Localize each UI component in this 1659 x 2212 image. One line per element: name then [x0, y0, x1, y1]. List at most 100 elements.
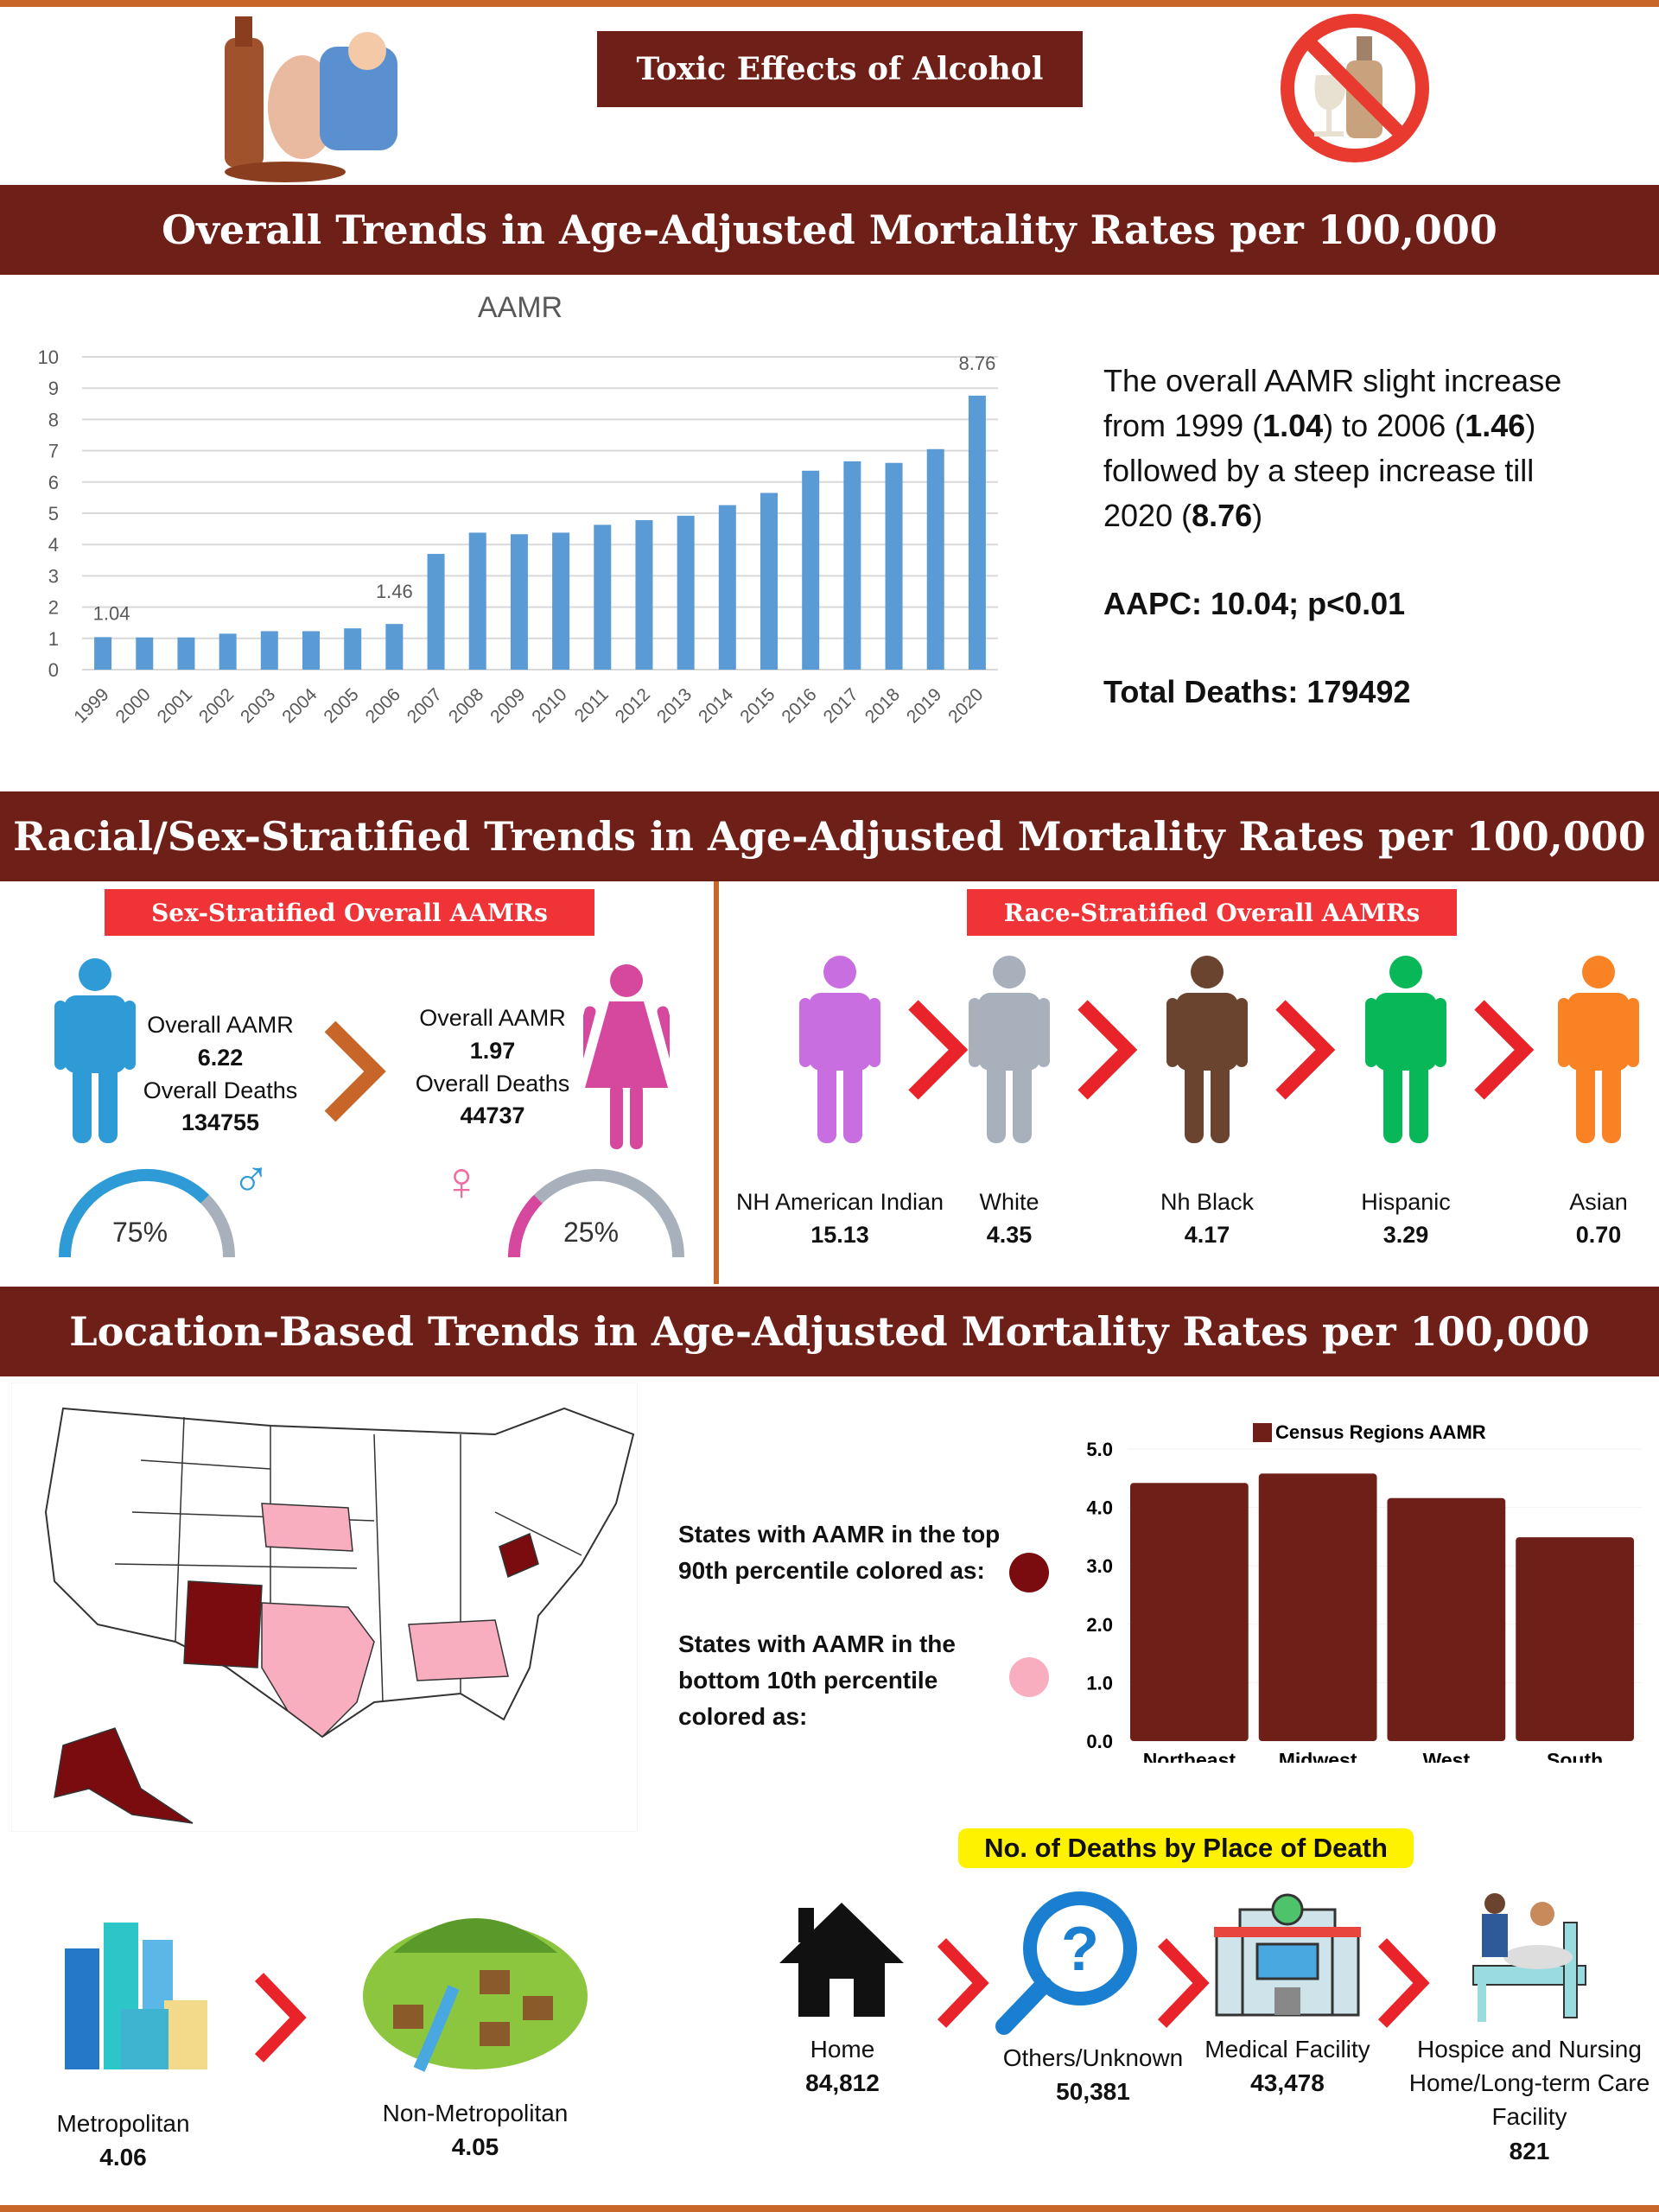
chevron-right-icon [254, 1973, 307, 2063]
bar-Northeast [1130, 1483, 1249, 1741]
label: Overall AAMR [147, 1012, 294, 1038]
x-tick-label: 2000 [112, 684, 155, 727]
person-part [799, 998, 811, 1067]
x-tick-label: 2015 [736, 684, 779, 727]
t: from 1999 ( [1103, 408, 1263, 443]
y-tick-label: 10 [38, 346, 59, 368]
bar-2008 [468, 532, 486, 670]
chevron-right-icon [908, 1000, 969, 1100]
label: Medical Facility [1205, 2036, 1370, 2063]
y-tick-label: 0.0 [1086, 1731, 1113, 1752]
person-part [987, 1058, 1006, 1143]
nonmetro-stat: Non-Metropolitan 4.05 [363, 2096, 588, 2164]
person-part [1185, 1058, 1204, 1143]
t: ) to 2006 ( [1323, 408, 1465, 443]
value-2020: 8.76 [1192, 498, 1253, 533]
y-tick-label: 4.0 [1086, 1497, 1113, 1519]
person-part [809, 993, 871, 1071]
bar-2014 [718, 505, 736, 670]
value: 43,478 [1250, 2069, 1325, 2097]
section-divider [714, 881, 719, 1284]
person-icon-0 [799, 956, 880, 1143]
hospice-bed-icon [1472, 1893, 1586, 2022]
bar-2002 [219, 633, 237, 670]
t: ) [1252, 498, 1263, 533]
race-stat: Hispanic 3.29 [1285, 1186, 1527, 1252]
y-tick-label: 6 [48, 472, 59, 493]
female-aamr: 1.97 [469, 1037, 516, 1064]
male-person-icon [54, 958, 136, 1143]
person-part [1434, 998, 1446, 1067]
metro-value: 4.06 [99, 2144, 147, 2171]
bar-1999 [94, 637, 112, 670]
label: Non-Metropolitan [382, 2100, 569, 2126]
y-tick-label: 0 [48, 659, 59, 681]
race-name: Asian [1569, 1189, 1628, 1215]
hospital-icon [1214, 1893, 1361, 2017]
legend-bottom-text: States with AAMR in the bottom 10th perc… [678, 1630, 956, 1730]
person-icon-3 [1365, 956, 1446, 1143]
chevron-right-icon [1157, 1938, 1210, 2028]
bar-Midwest [1258, 1473, 1377, 1741]
value-1999: 1.04 [1262, 408, 1324, 443]
x-tick-label: 2002 [195, 684, 238, 727]
race-stratified-label: Race-Stratified Overall AAMRs [967, 889, 1457, 936]
person-part [1627, 998, 1639, 1067]
y-tick-label: 1 [48, 628, 59, 650]
total-deaths: Total Deaths: 179492 [1103, 674, 1411, 709]
bottom-border [0, 2205, 1659, 2212]
metro-stat: Metropolitan 4.06 [35, 2107, 212, 2174]
us-states-map [11, 1382, 638, 1832]
label: Hospice and Nursing Home/Long-term Care … [1408, 2036, 1650, 2131]
legend-swatch [1253, 1423, 1272, 1442]
chevron [908, 1000, 969, 1100]
section-overall-title: Overall Trends in Age-Adjusted Mortality… [0, 185, 1659, 275]
label: Home [810, 2036, 875, 2063]
chevron [1077, 1000, 1138, 1100]
x-tick-label: 2007 [404, 684, 446, 727]
bar-2016 [802, 470, 820, 670]
y-tick-label: 8 [48, 409, 59, 430]
label: Overall Deaths [143, 1077, 298, 1103]
label: Metropolitan [56, 2110, 190, 2137]
race-name: White [979, 1189, 1039, 1215]
summary-line: followed by a steep increase till [1103, 453, 1535, 488]
bar-2001 [177, 637, 195, 670]
race-stat: NH American Indian 15.13 [719, 1186, 961, 1252]
x-tick-label: 2013 [653, 684, 696, 727]
nonmetro-value: 4.05 [451, 2133, 499, 2161]
y-tick-label: 3 [48, 565, 59, 587]
person-part [817, 1058, 836, 1143]
city-buildings-icon [65, 1923, 207, 2069]
summary-line: The overall AAMR slight increase [1103, 363, 1562, 398]
label: Others/Unknown [1002, 2044, 1184, 2071]
gauge-fill [508, 1194, 543, 1258]
race-value: 4.17 [1184, 1221, 1230, 1248]
person-part [1383, 1058, 1402, 1143]
label: Overall AAMR [419, 1005, 566, 1031]
x-tick-label: 2009 [486, 684, 529, 727]
bar-2000 [136, 637, 154, 670]
person-part [1038, 998, 1050, 1067]
race-name: Hispanic [1361, 1189, 1451, 1215]
x-tick-label: 1999 [70, 684, 112, 727]
x-tick-label: 2019 [903, 684, 945, 727]
bar-South [1516, 1537, 1634, 1741]
question-magnifier-icon: ? [995, 1891, 1137, 2035]
data-label: 1.46 [376, 581, 413, 602]
person-part [1567, 993, 1630, 1071]
person-part [1166, 998, 1179, 1067]
place-other: Others/Unknown 50,381 [985, 2041, 1201, 2108]
race-value: 4.35 [986, 1221, 1033, 1248]
bar-2006 [385, 624, 404, 670]
data-label: 8.76 [958, 353, 995, 374]
legend-bottom-swatch [1009, 1657, 1049, 1697]
summary-line: 2020 (8.76) [1103, 493, 1639, 538]
place-medical: Medical Facility 43,478 [1188, 2032, 1387, 2100]
male-percent: 75% [112, 1217, 168, 1248]
bar-2020 [968, 395, 986, 670]
bar-2012 [635, 519, 653, 670]
value: 84,812 [805, 2069, 880, 2097]
legend-label: Census Regions AAMR [1275, 1421, 1486, 1443]
x-tick-label: Northeast [1143, 1749, 1236, 1763]
